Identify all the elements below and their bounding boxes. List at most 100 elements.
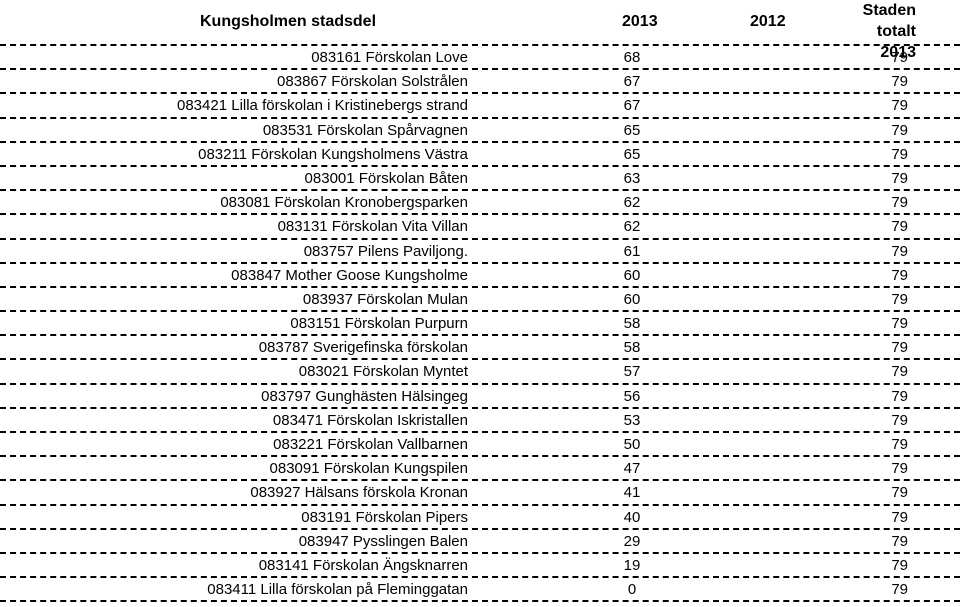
value-city-total: 79 bbox=[891, 169, 908, 187]
preschool-name: 083787 Sverigefinska förskolan bbox=[258, 339, 468, 357]
preschool-name: 083211 Förskolan Kungsholmens Västra bbox=[198, 145, 468, 163]
table-body: 083161 Förskolan Love 68 79 083867 Förskola… bbox=[0, 46, 960, 603]
table-row: 083937 Förskolan Mulan 60 79 bbox=[0, 288, 960, 313]
preschool-name: 083221 Förskolan Vallbarnen bbox=[273, 436, 468, 453]
value-city-total: 79 bbox=[891, 315, 908, 333]
value-2013: 41 bbox=[623, 484, 641, 502]
value-city-total: 79 bbox=[891, 508, 908, 526]
table-row: 083927 Hälsans förskola Kronan 41 79 bbox=[0, 481, 960, 506]
table-row: 083531 Förskolan Spårvagnen 65 79 bbox=[0, 119, 960, 143]
value-city-total: 79 bbox=[891, 290, 908, 308]
value-city-total: 79 bbox=[891, 532, 908, 550]
value-city-total: 79 bbox=[891, 484, 908, 502]
table-row: 083021 Förskolan Myntet 57 79 bbox=[0, 360, 960, 385]
header-city-total-label: Staden totalt bbox=[862, 2, 916, 40]
value-city-total: 79 bbox=[891, 266, 908, 284]
value-2013: 63 bbox=[623, 169, 641, 187]
value-city-total: 79 bbox=[891, 121, 908, 139]
table-row: 083221 Förskolan Vallbarnen 50 79 bbox=[0, 433, 960, 458]
value-city-total: 79 bbox=[891, 97, 908, 115]
table-row: 083797 Gunghästen Hälsingeg 56 79 bbox=[0, 385, 960, 409]
value-2013: 57 bbox=[623, 363, 641, 381]
value-2013: 19 bbox=[623, 556, 641, 574]
preschool-name: 083927 Hälsans förskola Kronan bbox=[250, 484, 468, 502]
value-2013: 50 bbox=[623, 436, 641, 453]
value-city-total: 79 bbox=[891, 49, 908, 66]
preschool-name: 083421 Lilla förskolan i Kristinebergs s… bbox=[177, 97, 468, 115]
table-row: 083471 Förskolan Iskristallen 53 79 bbox=[0, 409, 960, 433]
table-row: 083757 Pilens Paviljong. 61 79 bbox=[0, 240, 960, 264]
table-row: 083947 Pysslingen Balen 29 79 bbox=[0, 530, 960, 554]
header-year-2013: 2013 bbox=[622, 13, 658, 30]
value-city-total: 79 bbox=[891, 556, 908, 574]
table-row: 083787 Sverigefinska förskolan 58 79 bbox=[0, 336, 960, 361]
table-row: 083161 Förskolan Love 68 79 bbox=[0, 46, 960, 71]
table-row: 083867 Förskolan Solstrålen 67 79 bbox=[0, 70, 960, 95]
value-2013: 58 bbox=[623, 315, 641, 333]
preschool-name: 083867 Förskolan Solstrålen bbox=[277, 73, 468, 91]
value-city-total: 79 bbox=[891, 363, 908, 381]
table-row: 083091 Förskolan Kungspilen 47 79 bbox=[0, 457, 960, 482]
value-city-total: 79 bbox=[891, 242, 908, 260]
table-row: 083411 Lilla förskolan på Fleminggatan 0 7… bbox=[0, 578, 960, 603]
table-row: 083151 Förskolan Purpurn 58 79 bbox=[0, 312, 960, 337]
value-2013: 47 bbox=[623, 460, 641, 478]
value-city-total: 79 bbox=[891, 411, 908, 429]
value-2013: 65 bbox=[623, 121, 641, 139]
preschool-name: 083091 Förskolan Kungspilen bbox=[269, 460, 468, 478]
preschool-name: 083191 Förskolan Pipers bbox=[301, 508, 468, 526]
value-2013: 62 bbox=[623, 194, 641, 212]
preschool-name: 083937 Förskolan Mulan bbox=[302, 290, 468, 308]
value-2013: 58 bbox=[623, 339, 641, 357]
preschool-name: 083531 Förskolan Spårvagnen bbox=[262, 121, 468, 139]
value-city-total: 79 bbox=[891, 145, 908, 163]
value-2013: 60 bbox=[623, 266, 641, 284]
value-city-total: 79 bbox=[891, 387, 908, 405]
preschool-name: 083021 Förskolan Myntet bbox=[298, 363, 468, 381]
value-2013: 0 bbox=[627, 581, 637, 599]
table-row: 083131 Förskolan Vita Villan 62 79 bbox=[0, 215, 960, 240]
value-2013: 40 bbox=[623, 508, 641, 526]
preschool-name: 083797 Gunghästen Hälsingeg bbox=[261, 387, 468, 405]
preschool-name: 083161 Förskolan Love bbox=[311, 49, 468, 66]
preschool-name: 083471 Förskolan Iskristallen bbox=[272, 411, 468, 429]
header-city-total: Staden totalt 2013 bbox=[840, 0, 916, 63]
table-header: Kungsholmen stadsdel 2013 2012 Staden to… bbox=[0, 0, 960, 61]
value-2013: 67 bbox=[623, 97, 641, 115]
table-row: 083421 Lilla förskolan i Kristinebergs s… bbox=[0, 94, 960, 119]
preschool-name: 083131 Förskolan Vita Villan bbox=[277, 218, 468, 236]
table-row: 083081 Förskolan Kronobergsparken 62 79 bbox=[0, 191, 960, 216]
value-2013: 53 bbox=[623, 411, 641, 429]
table-row: 083001 Förskolan Båten 63 79 bbox=[0, 167, 960, 192]
value-2013: 62 bbox=[623, 218, 641, 236]
preschool-name: 083141 Förskolan Ängsknarren bbox=[258, 556, 468, 574]
value-2013: 29 bbox=[623, 532, 641, 550]
table-row: 083191 Förskolan Pipers 40 79 bbox=[0, 506, 960, 530]
table-row: 083141 Förskolan Ängsknarren 19 79 bbox=[0, 554, 960, 579]
value-2013: 56 bbox=[623, 387, 641, 405]
header-divider bbox=[0, 44, 960, 46]
value-city-total: 79 bbox=[891, 436, 908, 453]
table-row: 083847 Mother Goose Kungsholme 60 79 bbox=[0, 264, 960, 288]
value-2013: 68 bbox=[623, 49, 641, 66]
preschool-name: 083151 Förskolan Purpurn bbox=[290, 315, 468, 333]
preschool-name: 083847 Mother Goose Kungsholme bbox=[231, 266, 468, 284]
value-city-total: 79 bbox=[891, 194, 908, 212]
value-city-total: 79 bbox=[891, 581, 908, 599]
table-row: 083211 Förskolan Kungsholmens Västra 65 79 bbox=[0, 143, 960, 167]
preschool-name: 083947 Pysslingen Balen bbox=[298, 532, 468, 550]
header-year-2012: 2012 bbox=[750, 13, 786, 30]
value-2013: 60 bbox=[623, 290, 641, 308]
preschool-name: 083081 Förskolan Kronobergsparken bbox=[220, 194, 468, 212]
header-district: Kungsholmen stadsdel bbox=[200, 13, 377, 30]
value-2013: 67 bbox=[623, 73, 641, 91]
value-city-total: 79 bbox=[891, 339, 908, 357]
value-2013: 61 bbox=[623, 242, 641, 260]
value-city-total: 79 bbox=[891, 460, 908, 478]
value-2013: 65 bbox=[623, 145, 641, 163]
preschool-name: 083411 Lilla förskolan på Fleminggatan bbox=[207, 581, 468, 599]
preschool-name: 083001 Förskolan Båten bbox=[304, 169, 468, 187]
value-city-total: 79 bbox=[891, 73, 908, 91]
value-city-total: 79 bbox=[891, 218, 908, 236]
